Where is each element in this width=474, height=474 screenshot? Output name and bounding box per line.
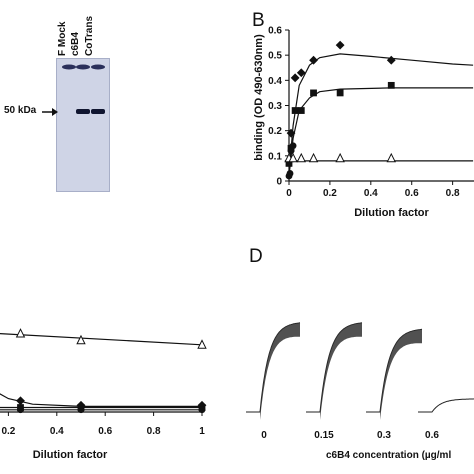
x-tick-label: 1 <box>199 426 205 437</box>
trace-line <box>366 328 423 413</box>
data-point-circle-filled <box>77 406 85 414</box>
x-tick-label: 0.6 <box>405 188 419 199</box>
panel-letter-d: D <box>249 246 263 267</box>
x-axis-label: Dilution factor <box>33 449 108 461</box>
x-tick-label: 0.8 <box>446 188 460 199</box>
data-point-triangle-open <box>76 334 86 345</box>
x-tick-label: 0.2 <box>323 188 337 199</box>
condition-label: 0.3 <box>377 430 391 441</box>
marker-label: 50 kDa <box>4 105 37 116</box>
data-point-triangle-open <box>288 152 298 163</box>
y-tick-label: 0.3 <box>268 101 282 112</box>
trace-band <box>260 322 300 420</box>
binding-chart-b: 0 0.1 0.2 0.3 0.4 0.5 0.6 0 0.2 0.4 0.6 0.8 Dilution… <box>253 26 474 219</box>
data-point-triangle-open <box>15 328 26 338</box>
x-tick-label: 0.2 <box>1 426 15 437</box>
y-tick-label: 0.6 <box>268 26 282 37</box>
fit-curve-1 <box>288 87 474 177</box>
data-point-diamond-filled <box>296 68 306 78</box>
data-point-square-filled <box>291 107 299 114</box>
data-point-diamond-filled <box>309 55 318 65</box>
trace-line <box>418 398 474 413</box>
fit-curve-1 <box>0 393 202 407</box>
data-point-circle-filled <box>289 142 297 150</box>
data-point-diamond-filled <box>16 396 25 406</box>
data-point-triangle-open <box>296 152 306 163</box>
blot-bands <box>62 64 105 114</box>
data-point-square-filled <box>310 89 317 97</box>
y-tick-label: 0.2 <box>268 126 282 137</box>
data-point-triangle-open <box>335 152 345 163</box>
y-tick-label: 0.1 <box>268 151 282 162</box>
data-point-diamond-filled <box>386 55 396 65</box>
data-point-square-filled <box>297 107 305 114</box>
data-point-square-filled <box>387 81 395 89</box>
x-tick-label: 0 <box>286 188 292 199</box>
data-point-circle-filled <box>286 170 294 177</box>
y-axis-label: binding (OD 490-630nm) <box>253 34 265 161</box>
data-point-diamond-filled <box>290 73 300 83</box>
data-point-circle-filled <box>17 406 24 414</box>
x-tick-label: 0.4 <box>50 426 64 437</box>
x-tick-label: 0.6 <box>98 426 112 437</box>
data-point-triangle-open <box>308 152 319 163</box>
fit-curve-0 <box>0 333 203 346</box>
band-c6b4 <box>76 109 90 114</box>
trace-line <box>306 322 363 413</box>
band-cotrans <box>91 109 105 114</box>
western-blot <box>56 58 110 192</box>
trace-panel-d: 0 0.15 0.3 0.6 c6B4 concentration (µg/ml <box>246 322 474 461</box>
data-point-triangle-open <box>197 339 207 349</box>
panel-letter-b: B <box>252 10 265 31</box>
x-tick-label: 0.4 <box>364 188 378 199</box>
data-point-square-filled <box>336 89 344 97</box>
data-point-square-filled <box>285 159 293 167</box>
data-point-triangle-open <box>386 152 396 163</box>
well-band-1 <box>62 64 76 70</box>
data-point-circle-filled <box>198 406 206 414</box>
binding-chart-c: 0.2 0.4 0.6 0.8 1 Dilution factor <box>0 328 207 461</box>
well-band-2 <box>76 64 90 70</box>
data-point-diamond-filled <box>335 40 345 50</box>
x-tick-label: 0.8 <box>147 426 161 437</box>
well-band-3 <box>91 64 105 70</box>
x-axis-label: Dilution factor <box>354 207 429 219</box>
x-axis-label: c6B4 concentration (µg/ml <box>326 450 451 461</box>
condition-label: 0 <box>261 430 267 441</box>
marker-arrow-icon <box>42 108 58 116</box>
fit-curve-0 <box>288 53 474 174</box>
trace-band <box>320 322 362 420</box>
y-tick-label: 0.4 <box>268 76 282 87</box>
y-tick-label: 0 <box>276 177 282 188</box>
condition-label: 0.15 <box>314 430 334 441</box>
trace-band <box>380 329 422 420</box>
y-tick-label: 0.5 <box>268 51 282 62</box>
condition-label: 0.6 <box>425 430 439 441</box>
